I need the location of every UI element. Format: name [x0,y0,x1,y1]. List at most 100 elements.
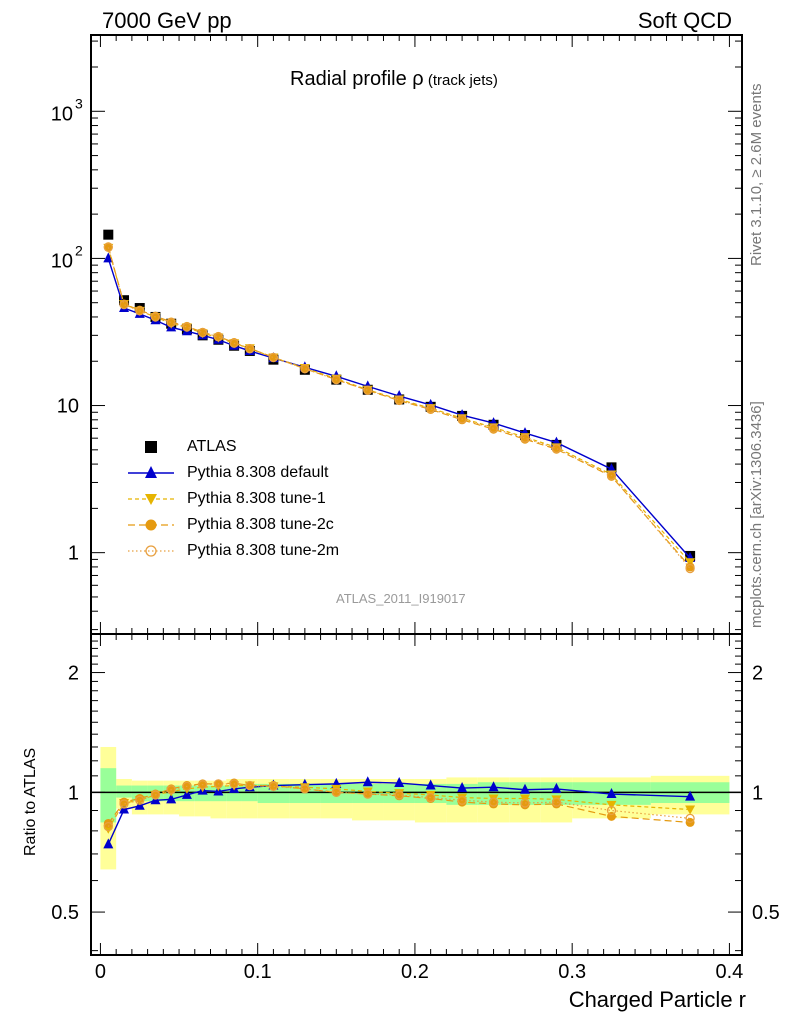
ratio-point-tune2m [268,781,279,792]
ratio-y-tick-label-right: 2 [752,663,763,685]
ratio-point-tune2m [520,798,530,808]
band-stat-bin [100,768,117,823]
main-point-tune2m [119,299,129,310]
main-point-tune2m [394,395,404,405]
ratio-point-tune2m [182,781,192,792]
ratio-point-default [685,790,696,801]
ratio-point-tune2m [300,784,310,794]
main-y-tick-label: 10 [51,250,73,272]
ratio-point-default [520,783,530,794]
ratio-point-tune2c [119,797,129,807]
ratio-line-tune2c [107,782,691,824]
main-point-tune2m [551,443,562,454]
main-y-tick-label: 10 [51,103,73,125]
main-point-tune2m [268,352,279,363]
ratio-point-tune1 [685,805,696,815]
main-point-tune2m [229,338,239,348]
ratio-point-tune2c [520,800,530,810]
ratio-point-default [457,782,468,793]
main-point-tune2m [166,317,176,328]
ratio-point-tune2c [489,799,499,809]
legend-label-atlas: ATLAS [187,438,237,455]
ratio-point-tune2c [103,818,113,828]
main-point-tune2m [150,312,161,322]
beam-energy-label: 7000 GeV pp [102,8,232,33]
main-point-tune2m [457,414,467,424]
main-point-tune2c [213,331,223,341]
ratio-point-tune2m [213,779,224,789]
ratio-point-tune2m [457,795,467,805]
main-point-tune2m [426,404,436,414]
x-tick-label: 0.2 [401,961,429,983]
title-rho: ρ [412,68,424,90]
ratio-point-tune2m [488,797,499,807]
x-tick-label: 0.4 [716,961,744,983]
ratio-point-default [425,779,436,790]
main-point-tune2m [331,374,341,385]
ratio-line-tune1 [107,784,691,830]
ratio-line-tune2m [107,783,691,827]
ratio-point-tune2c [300,784,310,794]
ratio-point-tune2m [551,797,562,807]
main-point-tune2m [182,322,192,332]
ratio-point-tune2m [606,805,617,816]
ratio-point-tune2m [363,789,373,799]
legend-marker-atlas [145,441,157,453]
legend-marker-default [145,466,157,478]
main-point-tune2m [606,470,617,481]
main-point-tune2m [363,385,373,395]
ratio-plot-frame [90,633,743,956]
series-line-tune2c [107,246,691,568]
ratio-point-tune2m [426,792,436,803]
ratio-point-tune2m [166,785,176,795]
process-label: Soft QCD [637,8,732,33]
main-point-tune2m [300,364,310,374]
ratio-point-default [606,788,617,799]
ratio-point-tune2m [119,799,129,809]
ratio-point-tune1 [488,794,499,804]
ratio-point-tune2m [150,790,161,800]
ratio-y-axis-label: Ratio to ATLAS [22,747,39,856]
main-point-tune2m [488,423,499,433]
ratio-point-tune2m [685,813,695,824]
rivet-version-label: Rivet 3.1.10, ≥ 2.6M events [748,83,765,267]
ratio-point-tune2m [135,795,145,805]
analysis-watermark: ATLAS_2011_I919017 [336,591,466,606]
ratio-point-tune1 [606,800,617,810]
main-y-tick-label: 10 [57,396,79,418]
main-point-tune2m [520,433,530,443]
ratio-y-tick-label-left: 0.5 [51,902,79,924]
ratio-point-default [103,838,114,849]
legend-marker-tune1 [145,494,157,505]
main-y-tick-label: 1 [68,543,79,565]
main-point-tune2m [197,327,208,338]
ratio-line-default [107,781,691,845]
ratio-y-tick-label-right: 0.5 [752,902,780,924]
main-point-tune2m [135,306,145,316]
main-point-tune2c [198,327,208,337]
ratio-point-tune2c [363,789,373,799]
main-point-tune2c [300,364,310,374]
legend-label-tune2m: Pythia 8.308 tune-2m [187,542,340,559]
band-stat-bin [257,783,290,804]
ratio-point-tune2m [394,790,404,800]
x-tick-label: 0.3 [558,961,586,983]
band-stat-bin [116,785,132,798]
main-y-tick-exponent: 3 [75,95,83,111]
legend-label-default: Pythia 8.308 default [187,464,329,481]
main-point-tune2m [213,332,224,342]
ratio-y-tick-label-left: 1 [68,782,79,804]
legend-marker-tune2m [145,545,157,557]
legend-label-tune1: Pythia 8.308 tune-1 [187,490,326,507]
ratio-point-tune2m [245,780,255,791]
main-point-default [103,252,114,263]
main-point-tune2c [268,352,278,362]
main-y-tick-exponent: 2 [75,242,83,258]
main-point-tune2m [103,242,113,252]
ratio-point-default [181,788,192,799]
ratio-point-tune2m [229,779,239,789]
ratio-point-default [551,782,562,793]
main-point-tune2m [245,344,255,354]
x-axis-label: Charged Particle r [568,987,746,1012]
